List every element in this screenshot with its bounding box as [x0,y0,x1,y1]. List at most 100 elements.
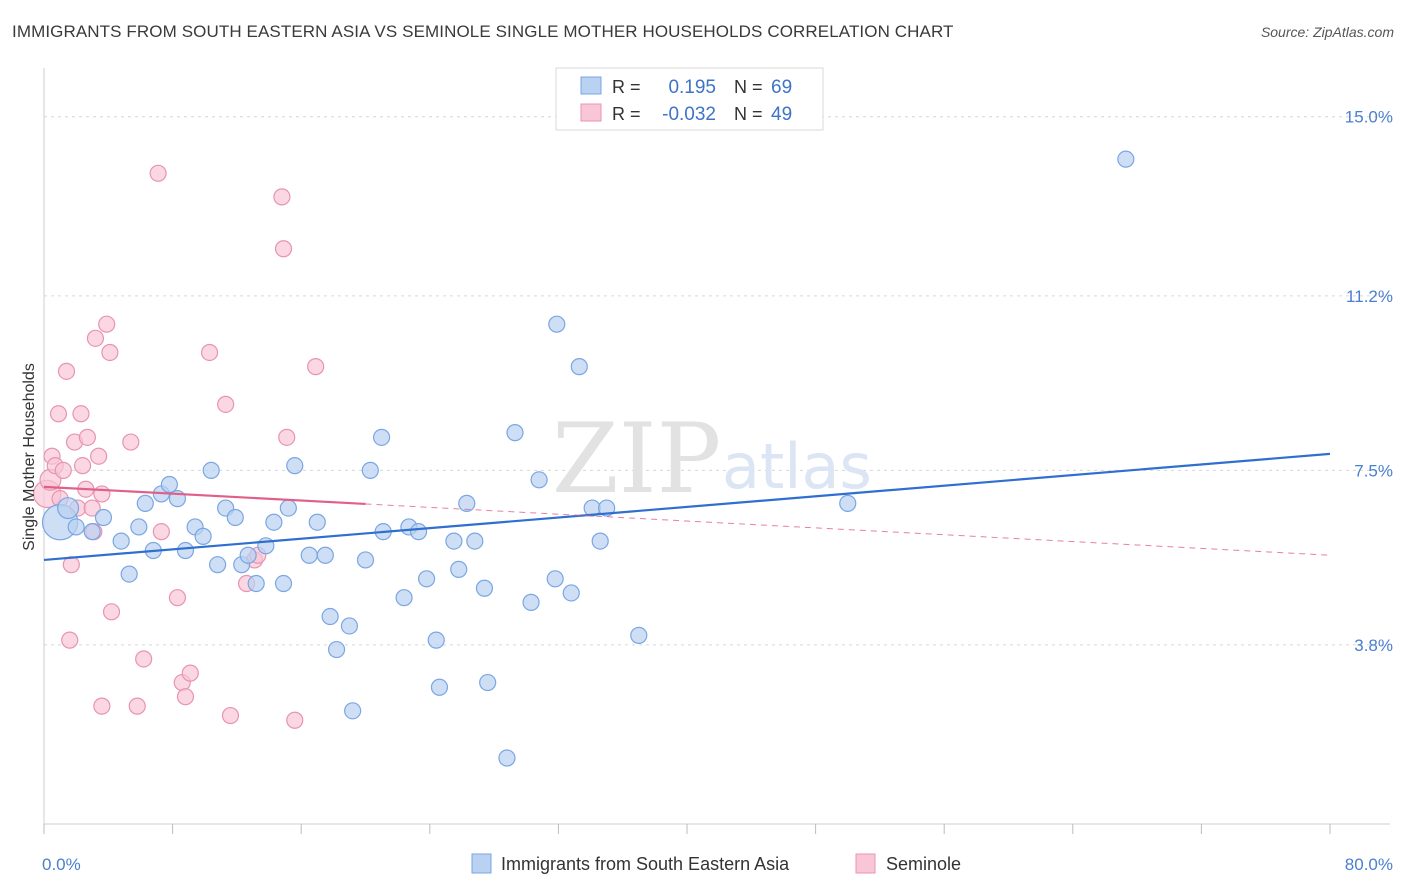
sea-data-point [120,565,138,583]
seminole-data-point [221,706,240,725]
y-tick-labels: 3.8% 7.5% 11.2% 15.0% [1345,108,1393,655]
seminole-data-point [274,240,293,258]
seminole-data-point [83,499,101,517]
seminole-data-point [72,405,90,423]
sea-data-point [57,497,80,520]
sea-data-point [265,513,283,531]
seminole-data-point [200,343,219,362]
watermark-atlas: atlas [722,430,872,503]
legend-n-value-pink: 49 [771,104,792,125]
trend-lines [43,452,1331,562]
bottom-legend-label-pink: Seminole [886,854,961,874]
seminole-data-point [101,343,119,362]
sea-data-point [274,574,293,593]
bottom-legend-swatch-blue [471,853,492,874]
legend-r-label: R = [612,77,641,97]
series-legend: Immigrants from South Eastern Asia Semin… [471,853,961,874]
seminole-data-point [217,395,235,413]
sea-data-point [479,673,497,692]
sea-data-point [112,532,130,550]
seminole-data-point [286,711,304,729]
seminole-data-point [57,362,76,380]
watermark: ZIP atlas [552,403,872,515]
sea-data-point [395,589,413,607]
sea-data-point [321,607,339,626]
sea-data-point [430,678,449,696]
sea-data-point [498,749,516,767]
sea-data-point [548,315,566,333]
sea-data-point [409,523,428,541]
seminole-data-point [122,433,140,451]
seminole-data-point [54,461,72,479]
x-tick-label: 0.0% [42,855,81,874]
seminole-points [33,164,325,729]
chart-title: IMMIGRANTS FROM SOUTH EASTERN ASIA VS SE… [12,22,954,41]
sea-data-point [194,527,212,545]
sea-data-point [209,556,227,574]
y-tick-label: 7.5% [1354,461,1393,480]
sea-data-point [530,471,548,489]
sea-data-point [130,518,148,536]
sea-data-point [279,499,297,517]
seminole-data-point [176,688,195,706]
seminole-data-point [90,447,108,465]
sea-data-point [160,475,178,494]
seminole-data-point [102,603,121,621]
sea-data-point [316,546,334,564]
sea-data-point [570,358,588,376]
seminole-data-point [152,523,170,541]
sea-data-point [356,551,375,569]
seminole-data-point [135,650,153,668]
sea-data-point [466,532,484,550]
x-tick-labels: 0.0% 80.0% [42,855,1393,874]
sea-data-point [450,560,468,578]
sea-data-point [506,424,524,442]
seminole-data-point [128,697,146,715]
sea-data-point [344,702,362,720]
sea-data-point [372,428,391,446]
sea-data-point [300,546,318,564]
stats-legend: R = 0.195 N = 69 R = -0.032 N = 49 [555,67,824,131]
seminole-data-point [93,697,111,715]
sea-data-point [226,508,244,527]
sea-data-point [239,546,257,564]
sea-data-point [546,570,564,588]
legend-swatch-blue [580,76,602,95]
seminole-data-point [149,164,167,182]
y-axis-label: Single Mother Households [21,363,38,551]
sea-data-point [67,518,85,536]
seminole-data-point [93,485,111,503]
seminole-data-point [86,329,105,347]
legend-swatch-pink [580,103,602,122]
sea-data-point [475,579,494,597]
legend-n-label: N = [734,104,763,124]
sea-data-point [247,574,265,593]
seminole-data-point [181,664,199,682]
seminole-data-point [73,457,92,475]
sea-data-point [458,494,476,512]
sea-data-point [136,494,154,512]
legend-r-label: R = [612,104,641,124]
sea-data-point [83,523,101,541]
seminole-data-point [307,358,325,376]
pink-trend-line-extension [365,503,1331,556]
sea-data-point [598,499,616,517]
sea-data-point [94,508,113,527]
sea-data-point [1117,150,1135,168]
sea-data-point [591,532,609,550]
pink-trend-line [43,485,366,506]
bottom-legend-swatch-pink [855,853,876,874]
legend-n-value-blue: 69 [771,77,792,98]
legend-r-value-pink: -0.032 [662,104,716,125]
sea-data-point [427,631,445,649]
sea-data-point [340,617,359,635]
seminole-data-point [98,315,116,333]
sea-data-point [417,570,436,588]
sea-data-point [522,593,540,611]
sea-data-point [286,457,304,475]
y-tick-label: 11.2% [1346,287,1393,306]
bottom-legend-label-blue: Immigrants from South Eastern Asia [501,854,790,874]
sea-data-point [308,513,326,531]
sea-data-point [445,532,463,550]
